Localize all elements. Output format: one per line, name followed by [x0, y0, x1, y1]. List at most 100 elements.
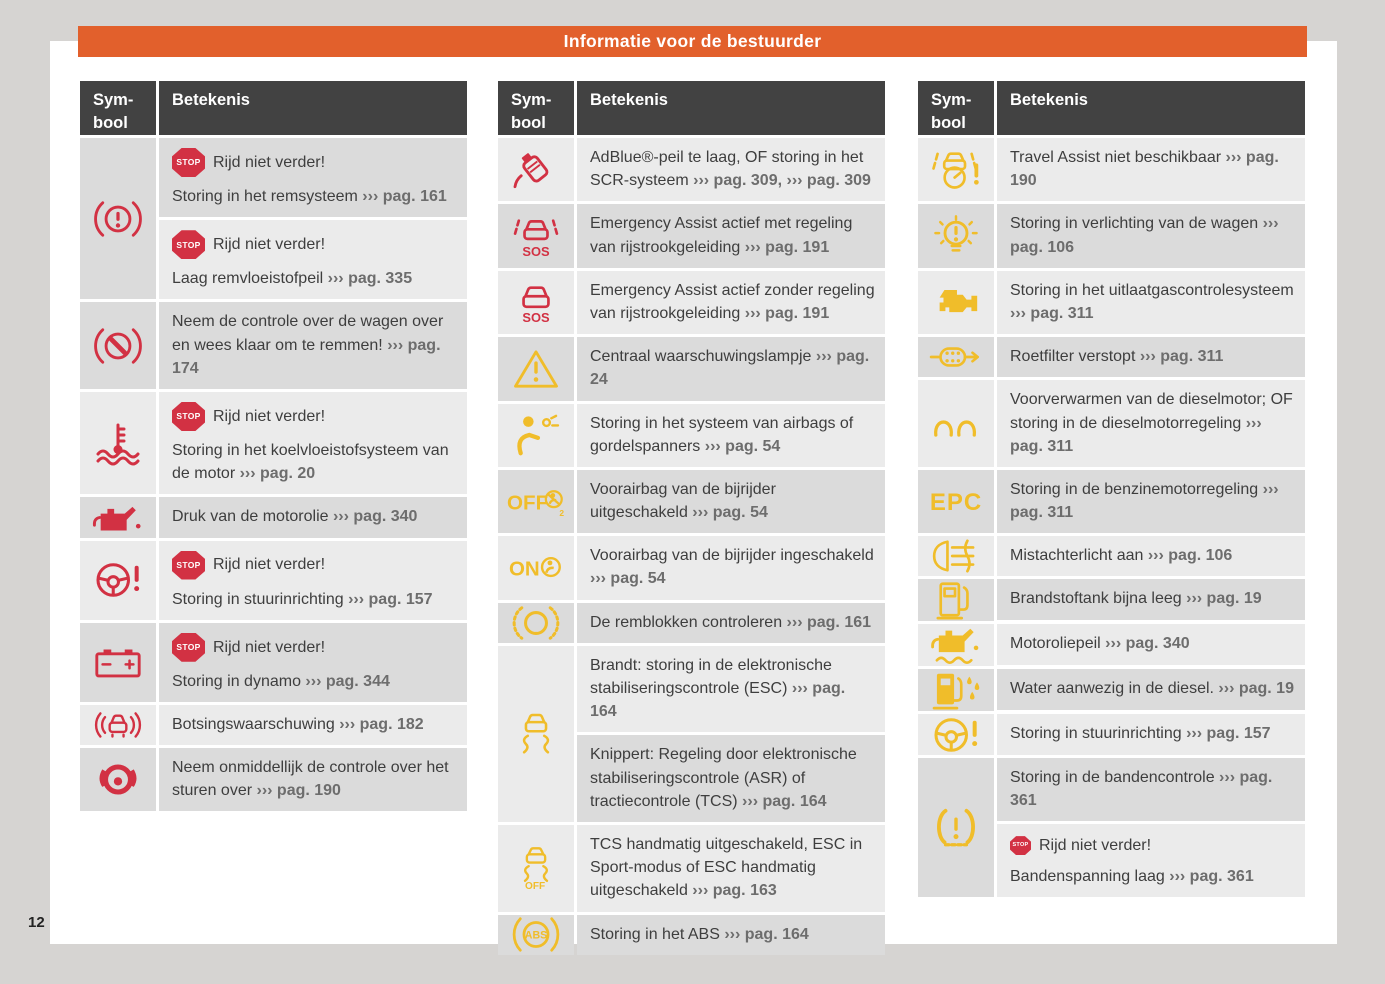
text-segment: Druk van de motorolie: [172, 508, 333, 526]
meaning-text: Storing in het systeem van airbags of go…: [590, 412, 875, 458]
meaning-text: Storing in het ABS ››› pag. 164: [590, 923, 875, 946]
meaning-cells: AdBlue®-peil te laag, OF storing in het …: [577, 138, 885, 202]
page-reference: ››› pag. 361: [1010, 768, 1273, 809]
stop-label: Rijd niet verder!: [213, 236, 326, 254]
table-row: Motoroliepeil ››› pag. 340: [918, 624, 1305, 667]
page-reference: ››› pag. 340: [1105, 635, 1190, 653]
page-reference: ››› pag. 161: [786, 613, 872, 631]
stop-sign-icon: STOP: [172, 550, 205, 580]
table-row: ON Voorairbag van de bijrijder ingeschake…: [498, 536, 885, 600]
meaning-cells: Neem de controle over de wagen over en w…: [159, 302, 467, 389]
page-reference: ››› pag. 163: [692, 882, 777, 900]
meaning-cell: Voorairbag van de bijrijder uitgeschakel…: [577, 469, 885, 534]
page-reference: ››› pag. 190: [1010, 149, 1279, 190]
symbol-cell: [80, 622, 156, 702]
meaning-cells: Storing in verlichting van de wagen ››› …: [997, 204, 1305, 268]
page-reference: ››› pag. 182: [339, 715, 424, 733]
text-segment: De remblokken controleren: [590, 613, 787, 631]
table-row: Druk van de motorolie ››› pag. 340: [80, 497, 467, 538]
meaning-text: Storing in dynamo ››› pag. 344: [172, 670, 457, 693]
meaning-cell: Storing in het systeem van airbags of go…: [577, 403, 885, 467]
symbol-cell: [918, 579, 994, 622]
stop-sign-icon: STOP: [172, 401, 205, 431]
symbol-cell: [80, 302, 156, 389]
table-body: AdBlue®-peil te laag, OF storing in het …: [498, 138, 885, 955]
table-row: Brandstoftank bijna leeg ››› pag. 19: [918, 579, 1305, 622]
table-body: STOP Rijd niet verder! Storing in het rems…: [80, 138, 467, 812]
meaning-text: Storing in het koelvloeistofsysteem van …: [172, 439, 457, 485]
emergency-assist-lane-icon: SOS: [513, 214, 559, 258]
stop-line: STOP Rijd niet verder!: [172, 550, 457, 580]
page-reference: ››› pag. 157: [348, 590, 433, 608]
text-segment: Voorairbag van de bijrijder ingeschakeld: [590, 547, 874, 565]
stop-sign-icon: STOP: [1010, 836, 1031, 856]
meaning-text: TCS handmatig uitgeschakeld, ESC in Spor…: [590, 833, 875, 903]
meaning-cell: STOP Rijd niet verder! Storing in het koel…: [159, 391, 467, 495]
page-reference: ››› pag. 335: [327, 270, 413, 288]
text-segment: Centraal waarschuwingslampje: [590, 348, 816, 366]
hands-on-steering-icon: [92, 761, 144, 798]
oil-pressure-icon: [92, 499, 144, 536]
meaning-cell: Storing in stuurinrichting ››› pag. 157: [997, 714, 1305, 755]
table-row: Centraal waarschuwingslampje ››› pag. 24: [498, 337, 885, 401]
esc-icon: [514, 713, 558, 755]
meaning-cells: Druk van de motorolie ››› pag. 340: [159, 497, 467, 538]
meaning-cell: Voorairbag van de bijrijder ingeschakeld…: [577, 536, 885, 600]
meaning-text: Brandt: storing in de elektronische stab…: [590, 654, 875, 724]
table-header-row: Sym-bool Betekenis: [498, 81, 885, 135]
stop-line: STOP Rijd niet verder!: [172, 632, 457, 662]
meaning-text: Voorairbag van de bijrijder ingeschakeld…: [590, 544, 875, 590]
page-reference: ››› pag. 174: [172, 336, 441, 377]
meaning-cell: Centraal waarschuwingslampje ››› pag. 24: [577, 337, 885, 401]
meaning-cells: De remblokken controleren ››› pag. 161: [577, 602, 885, 643]
symbol-cell: SOS: [498, 204, 574, 268]
warning-triangle-icon: [512, 348, 560, 390]
table-row: Brandt: storing in de elektronische stab…: [498, 645, 885, 822]
meaning-cell: Voorverwarmen van de dieselmotor; OF sto…: [997, 380, 1305, 467]
table-row: SOS Emergency Assist actief zonder regeli…: [498, 270, 885, 335]
meaning-text: Travel Assist niet beschikbaar ››› pag. …: [1010, 146, 1295, 192]
symbol-cell: [80, 748, 156, 812]
meaning-text: Motoroliepeil ››› pag. 340: [1010, 632, 1295, 655]
table-row: OFF TCS handmatig uitgeschakeld, ESC in S…: [498, 824, 885, 912]
symbol-cell: ON: [498, 536, 574, 600]
airbag-off-icon: OFF 2: [507, 485, 565, 518]
text-segment: Storing in verlichting van de wagen: [1010, 215, 1263, 233]
meaning-text: Storing in de benzinemotorregeling ››› p…: [1010, 478, 1295, 524]
meaning-cell: Mistachterlicht aan ››› pag. 106: [997, 536, 1305, 577]
svg-text:OFF: OFF: [525, 881, 545, 890]
stop-line: STOP Rijd niet verder!: [172, 230, 457, 260]
text-segment: Storing in het remsysteem: [172, 188, 363, 205]
meaning-cell: STOP Rijd niet verder! Bandenspanning laag…: [997, 824, 1305, 898]
symbol-cell: OFF: [498, 824, 574, 912]
meaning-cells: Voorairbag van de bijrijder ingeschakeld…: [577, 536, 885, 600]
meaning-text: Botsingswaarschuwing ››› pag. 182: [172, 713, 457, 736]
svg-text:2: 2: [559, 508, 564, 518]
symbol-cell: [918, 270, 994, 335]
symbol-table-middle: Sym-bool Betekenis AdBlue®-peil te laag,…: [498, 81, 885, 955]
svg-text:EPC: EPC: [930, 489, 982, 515]
table-row: Roetfilter verstopt ››› pag. 311: [918, 337, 1305, 378]
symbol-cell: [498, 138, 574, 202]
meaning-text: Storing in stuurinrichting ››› pag. 157: [172, 588, 457, 611]
page-reference: ››› pag. 311: [1010, 304, 1094, 322]
meaning-text: Neem de controle over de wagen over en w…: [172, 310, 457, 380]
table-row: STOP Rijd niet verder! Storing in het koel…: [80, 391, 467, 495]
stop-line: STOP Rijd niet verder!: [172, 401, 457, 431]
meaning-cells: Motoroliepeil ››› pag. 340: [997, 624, 1305, 666]
table-row: Storing in de bandencontrole ››› pag. 36…: [918, 757, 1305, 898]
meaning-text: Neem onmiddellijk de controle over het s…: [172, 756, 457, 802]
table-row: SOS Emergency Assist actief met regeling …: [498, 204, 885, 268]
table-row: Botsingswaarschuwing ››› pag. 182: [80, 704, 467, 746]
page-reference: ››› pag. 164: [742, 792, 827, 810]
table-row: Mistachterlicht aan ››› pag. 106: [918, 536, 1305, 577]
meaning-text: Storing in de bandencontrole ››› pag. 36…: [1010, 766, 1295, 812]
meaning-cell: Motoroliepeil ››› pag. 340: [997, 624, 1305, 665]
page-title: Informatie voor de bestuurder: [78, 26, 1307, 57]
text-segment: TCS handmatig uitgeschakeld, ESC in Spor…: [590, 835, 863, 900]
symbol-cell: [918, 669, 994, 712]
symbol-cell: [80, 497, 156, 538]
meaning-text: Emergency Assist actief met regeling van…: [590, 212, 875, 258]
page-reference: ››› pag. 54: [704, 437, 781, 455]
table-row: STOP Rijd niet verder! Storing in stuurinr…: [80, 540, 467, 620]
